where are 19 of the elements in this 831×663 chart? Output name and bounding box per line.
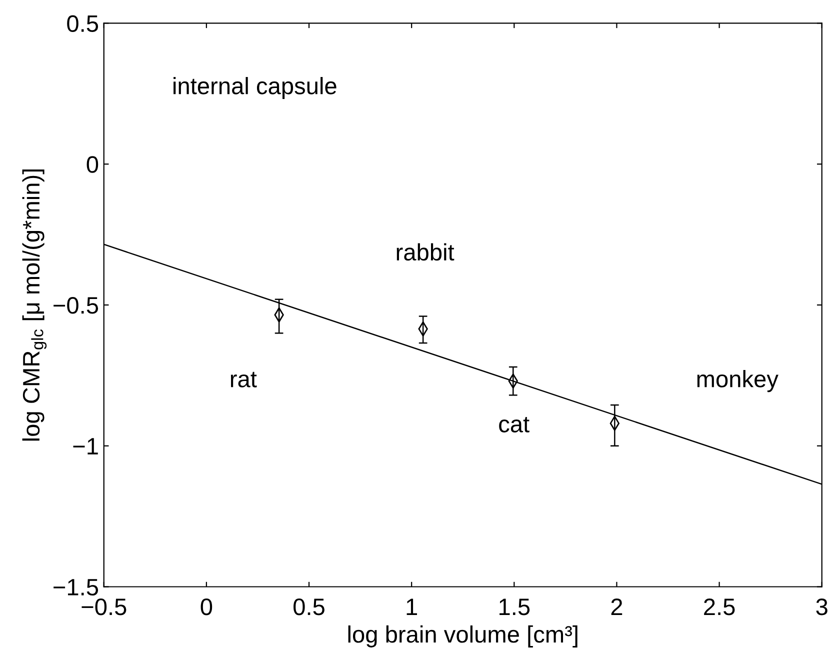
annotation: internal capsule [174, 77, 336, 100]
x-tick-label: 1 [406, 598, 417, 615]
y-tick-label: −1.5 [54, 579, 98, 596]
x-tick-label: 3 [816, 598, 828, 616]
x-tick-label: 0.5 [294, 598, 324, 616]
y-axis-title: log CMR$_{glc}$ [μ mol/(g*min)] [22, 169, 47, 441]
annotation: monkey [697, 370, 778, 392]
y-tick-label: −0.5 [54, 297, 98, 314]
y-tick-label: 0.5 [67, 15, 98, 32]
annotation: rabbit [396, 243, 454, 261]
x-tick-label: 2.5 [704, 598, 735, 616]
x-tick-label: 1.5 [500, 598, 530, 616]
annotation: rat [230, 372, 257, 388]
y-tick-label: 0 [86, 156, 98, 173]
annotation: cat [499, 416, 530, 432]
x-tick-label: 0 [200, 598, 212, 616]
x-tick-label: 2 [611, 598, 622, 615]
y-tick-label: −1 [73, 438, 98, 454]
x-axis-title: log brain volume [cm³] [348, 625, 578, 648]
